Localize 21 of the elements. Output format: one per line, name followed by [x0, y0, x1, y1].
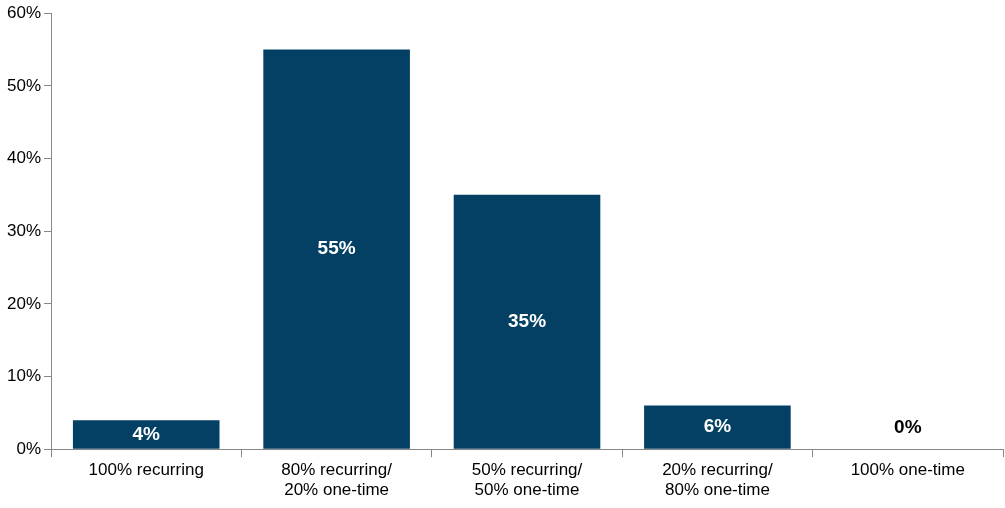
data-label: 4% [132, 422, 161, 444]
y-tick-label: 30% [6, 220, 42, 240]
x-tick-label: 80% recurring/ 20% one-time [281, 460, 393, 500]
bar [263, 49, 410, 449]
bar [72, 420, 220, 449]
y-tick-label: 60% [6, 2, 42, 22]
x-tick-label: 20% recurring/ 80% one-time [662, 460, 773, 500]
x-tick-label: 100% one-time [850, 460, 965, 480]
data-label: 35% [508, 310, 547, 332]
bar [644, 405, 791, 449]
x-tick-label: 100% recurring [88, 460, 204, 480]
data-label: 0% [894, 416, 922, 438]
y-tick-label: 40% [6, 148, 42, 168]
y-tick-label: 0% [16, 438, 42, 458]
x-tick-label: 50% recurring/ 50% one-time [471, 460, 583, 500]
y-tick-label: 20% [6, 293, 42, 313]
data-label: 55% [317, 237, 356, 259]
y-tick-label: 50% [6, 75, 42, 95]
data-label: 6% [703, 415, 732, 437]
bar [453, 194, 601, 449]
y-tick-label: 10% [6, 366, 42, 386]
